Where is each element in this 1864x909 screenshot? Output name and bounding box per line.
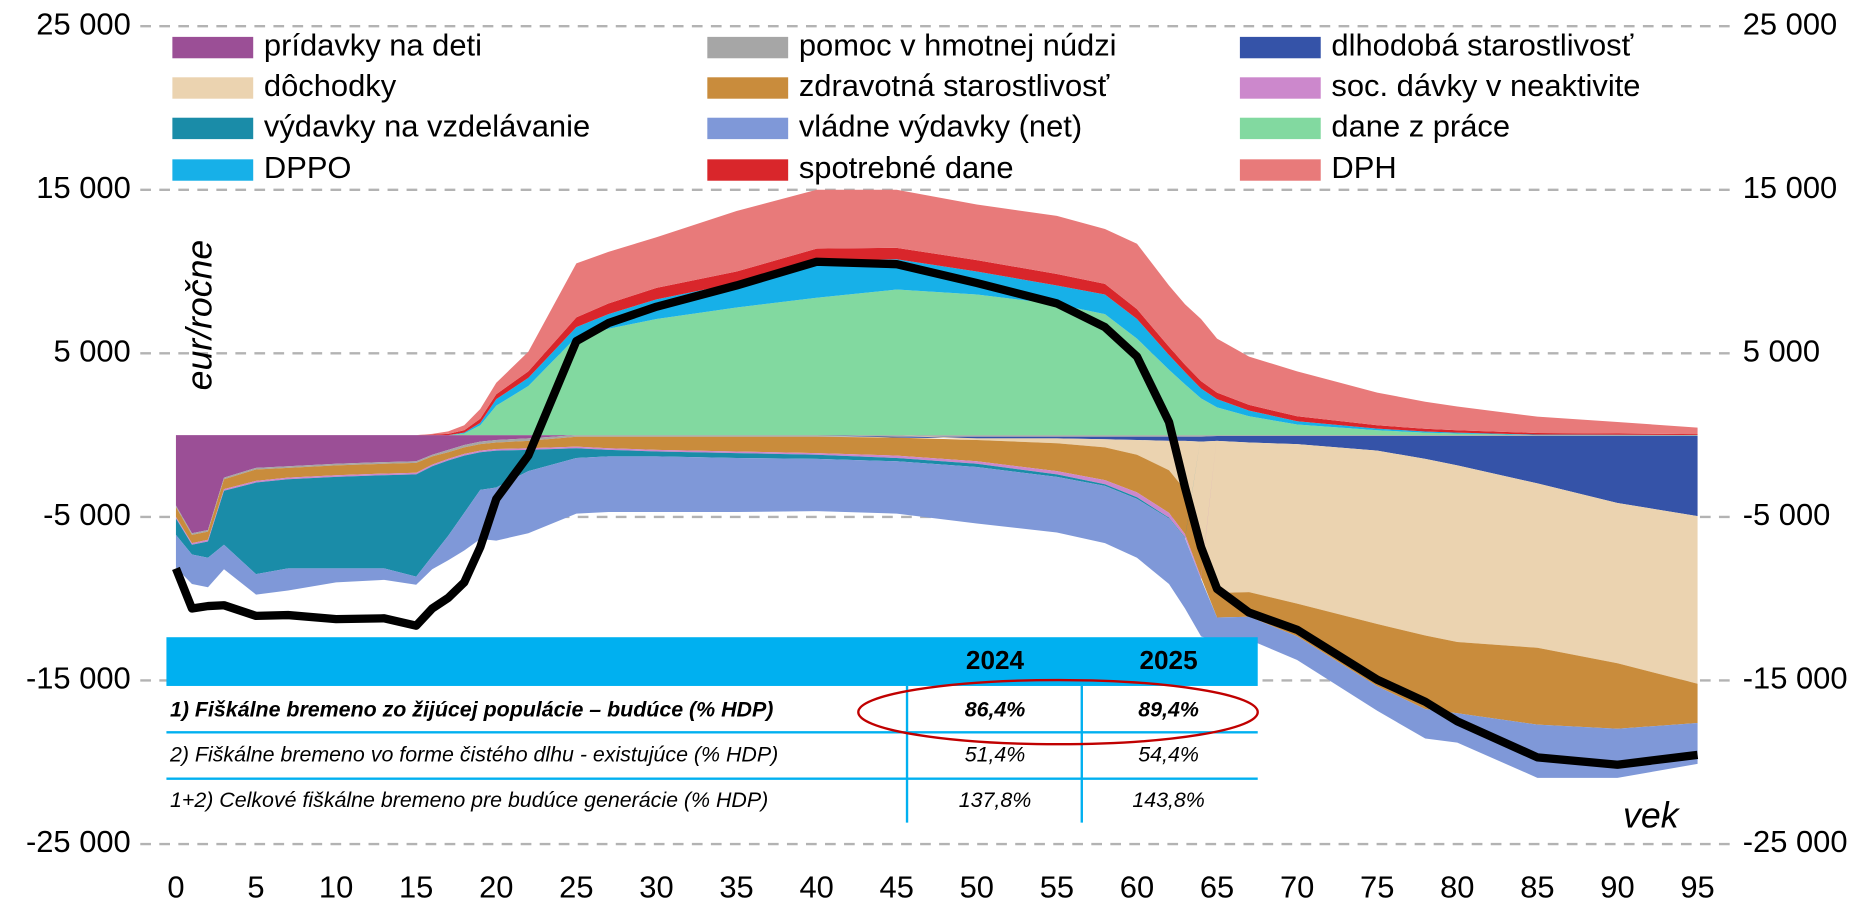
area	[175, 435, 1698, 517]
x-tick-label: 80	[1440, 869, 1474, 904]
y2-tick-label: 5 000	[1743, 333, 1820, 368]
legend-label: dôchodky	[264, 68, 397, 103]
x-tick-label: 85	[1520, 869, 1554, 904]
legend-swatch	[1239, 77, 1321, 99]
legend-label: DPPO	[264, 150, 352, 185]
legend-swatch	[707, 117, 789, 140]
x-tick-label: 10	[319, 869, 353, 904]
x-tick-label: 20	[479, 869, 513, 904]
x-tick-label: 15	[399, 869, 433, 904]
table-column-header: 2024	[966, 645, 1025, 675]
area	[175, 189, 1698, 436]
area	[175, 436, 1698, 729]
table-cell: 143,8%	[1132, 788, 1205, 812]
y2-tick-label: -15 000	[1743, 661, 1848, 696]
highlight-ellipse	[857, 678, 1259, 746]
x-tick-label: 45	[880, 869, 914, 904]
y2-tick-label: -25 000	[1743, 824, 1848, 859]
y-tick-label: -15 000	[26, 661, 131, 696]
x-tick-label: 25	[559, 869, 593, 904]
x-tick-label: 75	[1360, 869, 1394, 904]
legend-swatch	[707, 77, 789, 99]
table: 2024 2025 1) Fiškálne bremeno zo žijúcej p…	[166, 637, 1259, 823]
legend: prídavky na deti pomoc v hmotnej núdzi dlh…	[172, 28, 1640, 185]
y-tick-label: 15 000	[36, 170, 130, 205]
legend-label: dlhodobá starostlivosť	[1331, 28, 1633, 63]
y-axis-label: eur/ročne	[180, 240, 220, 391]
legend-swatch	[707, 159, 789, 181]
area	[175, 435, 1698, 684]
x-tick-label: 50	[960, 869, 994, 904]
x-tick-label: 60	[1120, 869, 1154, 904]
legend-label: výdavky na vzdelávanie	[264, 109, 590, 144]
legend-swatch	[172, 36, 254, 59]
table-cell: 51,4%	[965, 743, 1026, 767]
legend-swatch	[172, 159, 254, 181]
area	[175, 435, 1698, 577]
areas	[175, 189, 1698, 778]
axes: 25 000 25 000 15 000 15 000 5 000 5 000 -5 000…	[26, 6, 1848, 904]
legend-swatch	[172, 77, 254, 99]
legend-label: dane z práce	[1331, 109, 1510, 144]
table-cell: 54,4%	[1138, 743, 1199, 767]
table-header	[166, 637, 1258, 686]
legend-swatch	[172, 117, 254, 140]
net-line	[172, 257, 1699, 769]
table-row-label: 1) Fiškálne bremeno zo žijúcej populácie…	[170, 698, 773, 722]
legend-swatch	[1239, 117, 1321, 140]
y-tick-label: -5 000	[43, 497, 131, 532]
x-tick-label: 5	[247, 869, 264, 904]
y-tick-label: 5 000	[53, 333, 130, 368]
table-cell: 89,4%	[1138, 698, 1199, 722]
legend-label: vládne výdavky (net)	[799, 109, 1082, 144]
x-tick-label: 55	[1040, 869, 1074, 904]
y-tick-label: 25 000	[36, 6, 130, 41]
x-tick-label: 40	[799, 869, 833, 904]
table-column-header: 2025	[1139, 645, 1197, 675]
legend-label: prídavky na deti	[264, 28, 482, 63]
x-axis-label: vek	[1623, 795, 1681, 835]
lines	[172, 257, 1699, 769]
x-tick-label: 30	[639, 869, 673, 904]
x-tick-label: 95	[1680, 869, 1714, 904]
table-row-label: 1+2) Celkové fiškálne bremeno pre budúce…	[170, 788, 768, 812]
legend-label: soc. dávky v neaktivite	[1331, 68, 1640, 103]
x-tick-label: 0	[167, 869, 184, 904]
area	[175, 435, 1698, 534]
table-cell: 137,8%	[959, 788, 1032, 812]
table-cell: 86,4%	[965, 698, 1026, 722]
legend-swatch	[707, 36, 789, 59]
legend-swatch	[1239, 159, 1321, 181]
y2-tick-label: -5 000	[1743, 497, 1831, 532]
legend-label: DPH	[1331, 150, 1396, 185]
x-tick-label: 65	[1200, 869, 1234, 904]
y2-tick-label: 25 000	[1743, 6, 1837, 41]
x-tick-label: 35	[719, 869, 753, 904]
legend-swatch	[1239, 36, 1321, 59]
legend-label: zdravotná starostlivosť	[799, 68, 1110, 103]
x-tick-label: 90	[1600, 869, 1634, 904]
table-row-label: 2) Fiškálne bremeno vo forme čistého dlh…	[169, 743, 778, 767]
y2-tick-label: 15 000	[1743, 170, 1837, 205]
y-tick-label: -25 000	[26, 824, 131, 859]
area	[175, 456, 1698, 778]
legend-label: spotrebné dane	[799, 150, 1014, 185]
legend-label: pomoc v hmotnej núdzi	[799, 28, 1117, 63]
x-tick-label: 70	[1280, 869, 1314, 904]
